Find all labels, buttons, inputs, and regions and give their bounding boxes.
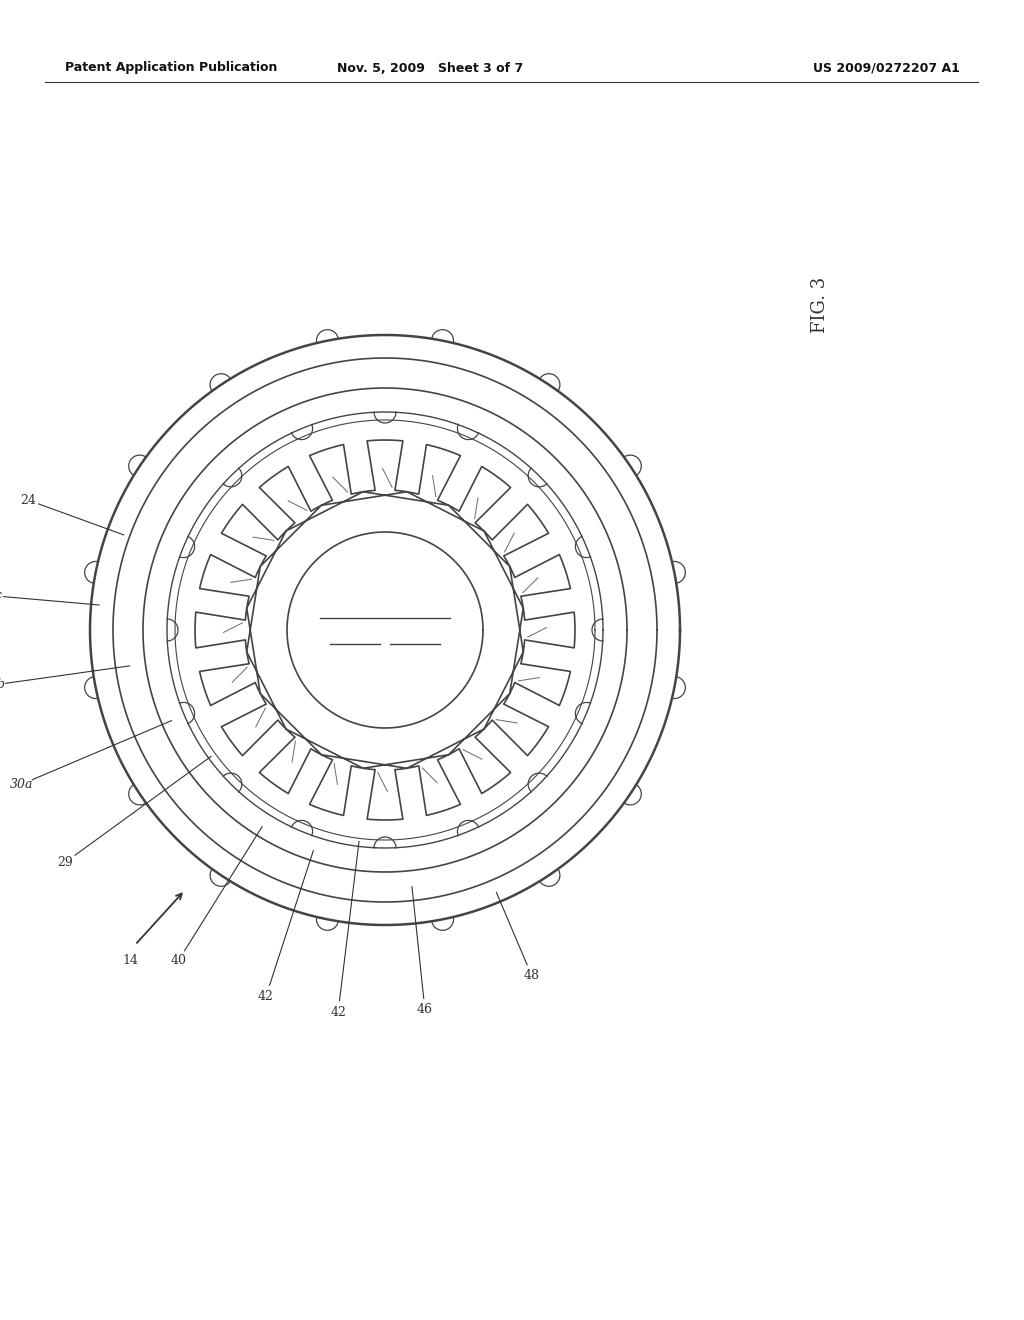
- Text: 30b: 30b: [0, 678, 6, 692]
- Text: 46: 46: [417, 1003, 433, 1016]
- Text: 30a: 30a: [9, 777, 33, 791]
- Text: Patent Application Publication: Patent Application Publication: [65, 62, 278, 74]
- Text: 30c: 30c: [0, 589, 3, 602]
- Text: 29: 29: [57, 855, 74, 869]
- Text: 40: 40: [170, 954, 186, 968]
- Text: 42: 42: [258, 990, 274, 1003]
- Text: US 2009/0272207 A1: US 2009/0272207 A1: [813, 62, 961, 74]
- Text: Nov. 5, 2009   Sheet 3 of 7: Nov. 5, 2009 Sheet 3 of 7: [337, 62, 523, 74]
- Text: 48: 48: [523, 969, 540, 982]
- Text: 42: 42: [330, 1006, 346, 1019]
- Text: 14: 14: [122, 953, 138, 966]
- Text: FIG. 3: FIG. 3: [811, 277, 829, 333]
- Text: 24: 24: [20, 494, 36, 507]
